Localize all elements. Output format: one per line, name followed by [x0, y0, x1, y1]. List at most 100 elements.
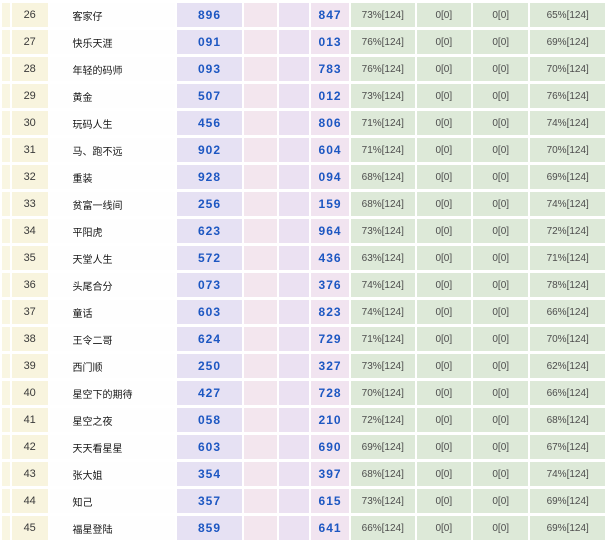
- prediction-number-2: 012: [311, 84, 349, 108]
- hit-rate-stat-2: 70%[124]: [530, 327, 605, 351]
- empty-cell: [278, 57, 310, 81]
- zero-stat-1: 0[0]: [416, 30, 472, 54]
- zero-stat-1: 0[0]: [416, 489, 472, 513]
- empty-cell: [278, 219, 310, 243]
- hit-rate-stat-2: 69%[124]: [530, 165, 605, 189]
- table-row: 42 天天看星星 603 690 69%[124] 0[0] 0[0] 67%[…: [2, 435, 605, 459]
- edge-strip-cell: [2, 408, 10, 432]
- expert-name: 玩码人生: [49, 111, 175, 135]
- prediction-number-2: 327: [311, 354, 349, 378]
- prediction-number-1: 091: [176, 30, 243, 54]
- zero-stat-1: 0[0]: [416, 192, 472, 216]
- expert-name: 天堂人生: [49, 246, 175, 270]
- row-number: 41: [11, 408, 48, 432]
- prediction-number-1: 902: [176, 138, 243, 162]
- row-number: 44: [11, 489, 48, 513]
- empty-cell: [244, 192, 277, 216]
- expert-name: 马、跑不远: [49, 138, 175, 162]
- row-number: 29: [11, 84, 48, 108]
- edge-strip-cell: [2, 354, 10, 378]
- prediction-number-2: 210: [311, 408, 349, 432]
- prediction-number-2: 728: [311, 381, 349, 405]
- zero-stat-2: 0[0]: [473, 435, 529, 459]
- hit-rate-stat-1: 71%[124]: [350, 138, 415, 162]
- empty-cell: [244, 111, 277, 135]
- zero-stat-2: 0[0]: [473, 489, 529, 513]
- row-number: 45: [11, 516, 48, 540]
- empty-cell: [278, 273, 310, 297]
- empty-cell: [244, 489, 277, 513]
- row-number: 35: [11, 246, 48, 270]
- empty-cell: [244, 138, 277, 162]
- empty-cell: [278, 354, 310, 378]
- expert-name: 西门顺: [49, 354, 175, 378]
- hit-rate-stat-1: 66%[124]: [350, 516, 415, 540]
- empty-cell: [244, 435, 277, 459]
- hit-rate-stat-2: 78%[124]: [530, 273, 605, 297]
- table-row: 30 玩码人生 456 806 71%[124] 0[0] 0[0] 74%[1…: [2, 111, 605, 135]
- empty-cell: [244, 84, 277, 108]
- table-row: 35 天堂人生 572 436 63%[124] 0[0] 0[0] 71%[1…: [2, 246, 605, 270]
- row-number: 26: [11, 3, 48, 27]
- table-row: 34 平阳虎 623 964 73%[124] 0[0] 0[0] 72%[12…: [2, 219, 605, 243]
- hit-rate-stat-1: 68%[124]: [350, 165, 415, 189]
- zero-stat-1: 0[0]: [416, 516, 472, 540]
- prediction-number-2: 013: [311, 30, 349, 54]
- hit-rate-stat-1: 73%[124]: [350, 84, 415, 108]
- prediction-number-2: 159: [311, 192, 349, 216]
- row-number: 34: [11, 219, 48, 243]
- expert-name: 福星登陆: [49, 516, 175, 540]
- row-number: 31: [11, 138, 48, 162]
- prediction-number-1: 354: [176, 462, 243, 486]
- empty-cell: [244, 408, 277, 432]
- hit-rate-stat-2: 74%[124]: [530, 192, 605, 216]
- row-number: 37: [11, 300, 48, 324]
- zero-stat-1: 0[0]: [416, 462, 472, 486]
- empty-cell: [278, 327, 310, 351]
- hit-rate-stat-1: 72%[124]: [350, 408, 415, 432]
- empty-cell: [244, 300, 277, 324]
- row-number: 36: [11, 273, 48, 297]
- edge-strip-cell: [2, 300, 10, 324]
- expert-name: 快乐天涯: [49, 30, 175, 54]
- zero-stat-1: 0[0]: [416, 219, 472, 243]
- table-row: 40 星空下的期待 427 728 70%[124] 0[0] 0[0] 66%…: [2, 381, 605, 405]
- prediction-number-2: 964: [311, 219, 349, 243]
- edge-strip-cell: [2, 138, 10, 162]
- expert-name: 重装: [49, 165, 175, 189]
- edge-strip-cell: [2, 57, 10, 81]
- hit-rate-stat-2: 67%[124]: [530, 435, 605, 459]
- edge-strip-cell: [2, 381, 10, 405]
- empty-cell: [278, 246, 310, 270]
- prediction-number-2: 615: [311, 489, 349, 513]
- prediction-number-1: 603: [176, 300, 243, 324]
- table-row: 37 童话 603 823 74%[124] 0[0] 0[0] 66%[124…: [2, 300, 605, 324]
- empty-cell: [278, 462, 310, 486]
- edge-strip-cell: [2, 219, 10, 243]
- zero-stat-2: 0[0]: [473, 3, 529, 27]
- row-number: 27: [11, 30, 48, 54]
- prediction-number-1: 073: [176, 273, 243, 297]
- zero-stat-2: 0[0]: [473, 273, 529, 297]
- hit-rate-stat-2: 70%[124]: [530, 57, 605, 81]
- zero-stat-1: 0[0]: [416, 273, 472, 297]
- prediction-number-2: 823: [311, 300, 349, 324]
- hit-rate-stat-1: 71%[124]: [350, 327, 415, 351]
- prediction-number-1: 623: [176, 219, 243, 243]
- row-number: 32: [11, 165, 48, 189]
- empty-cell: [244, 30, 277, 54]
- row-number: 42: [11, 435, 48, 459]
- hit-rate-stat-2: 74%[124]: [530, 111, 605, 135]
- table-row: 27 快乐天涯 091 013 76%[124] 0[0] 0[0] 69%[1…: [2, 30, 605, 54]
- hit-rate-stat-1: 73%[124]: [350, 489, 415, 513]
- empty-cell: [278, 3, 310, 27]
- row-number: 39: [11, 354, 48, 378]
- zero-stat-1: 0[0]: [416, 300, 472, 324]
- zero-stat-2: 0[0]: [473, 327, 529, 351]
- zero-stat-1: 0[0]: [416, 354, 472, 378]
- table-row: 31 马、跑不远 902 604 71%[124] 0[0] 0[0] 70%[…: [2, 138, 605, 162]
- prediction-number-1: 456: [176, 111, 243, 135]
- edge-strip-cell: [2, 489, 10, 513]
- prediction-number-2: 376: [311, 273, 349, 297]
- table-row: 36 头尾合分 073 376 74%[124] 0[0] 0[0] 78%[1…: [2, 273, 605, 297]
